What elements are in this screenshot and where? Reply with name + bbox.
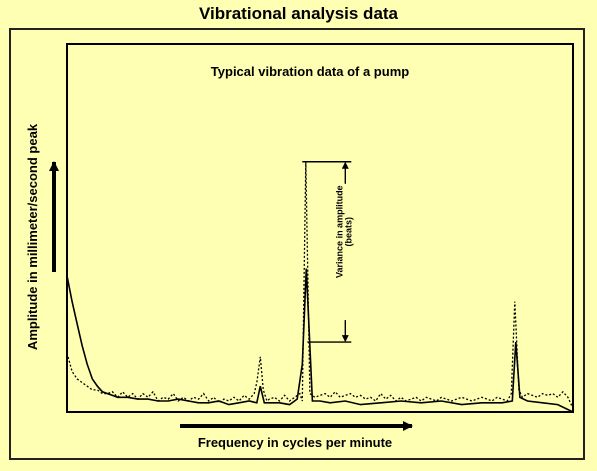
outer-frame xyxy=(9,28,585,460)
series-layer xyxy=(66,161,574,413)
annotation-label: (beats) xyxy=(344,217,354,247)
plot-area xyxy=(66,43,574,413)
x-axis-label: Frequency in cycles per minute xyxy=(198,435,392,450)
chart-title: Typical vibration data of a pump xyxy=(211,64,409,79)
series-line-dotted xyxy=(66,161,574,409)
y-axis-label: Amplitude in millimeter/second peak xyxy=(25,123,40,350)
annotation-layer: Variance in amplitude (beats) xyxy=(302,161,354,343)
annotation-label: Variance in amplitude xyxy=(335,185,345,278)
series-line-solid xyxy=(66,268,574,413)
page-title: Vibrational analysis data xyxy=(198,4,399,23)
